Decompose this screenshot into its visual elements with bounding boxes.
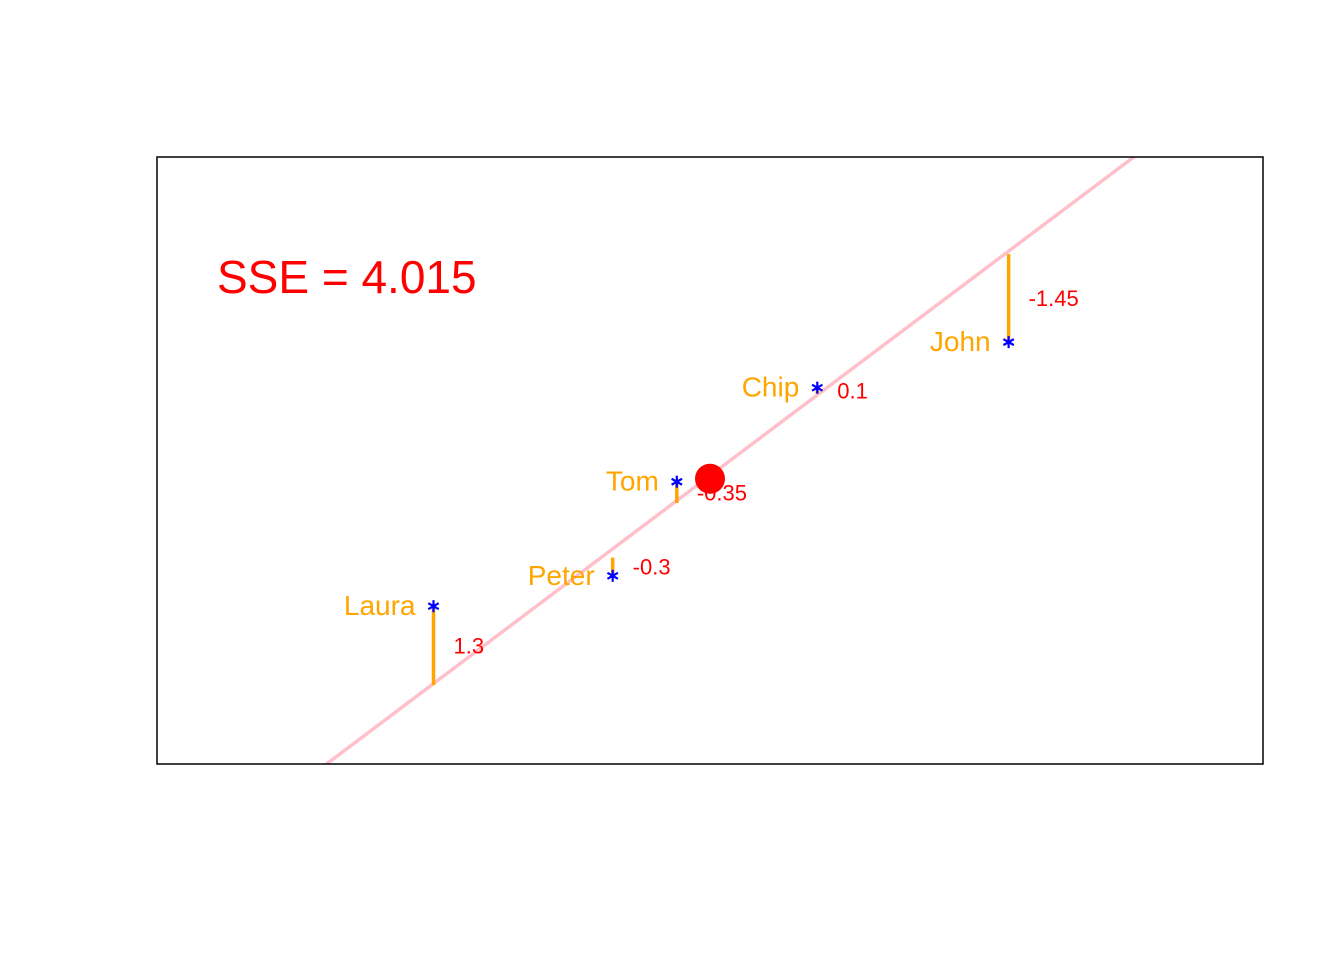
residual-label-john: -1.45 <box>1029 286 1079 311</box>
residual-label-laura: 1.3 <box>454 634 485 659</box>
point-label-laura: Laura <box>344 590 416 621</box>
plot-frame <box>156 156 1264 765</box>
residual-label-tom: -0.35 <box>697 480 747 505</box>
data-point-john <box>1002 336 1015 349</box>
data-point-laura <box>427 600 440 613</box>
point-label-tom: Tom <box>606 466 659 497</box>
residual-label-peter: -0.3 <box>633 555 671 580</box>
residual-label-chip: 0.1 <box>837 379 868 404</box>
data-point-chip <box>811 381 824 394</box>
mean-point <box>695 463 725 494</box>
sse-annotation: SSE = 4.015 <box>217 251 477 303</box>
point-label-peter: Peter <box>528 560 595 591</box>
point-label-john: John <box>930 326 991 357</box>
point-label-chip: Chip <box>742 372 800 403</box>
data-point-peter <box>606 569 619 582</box>
data-point-tom <box>671 475 683 488</box>
